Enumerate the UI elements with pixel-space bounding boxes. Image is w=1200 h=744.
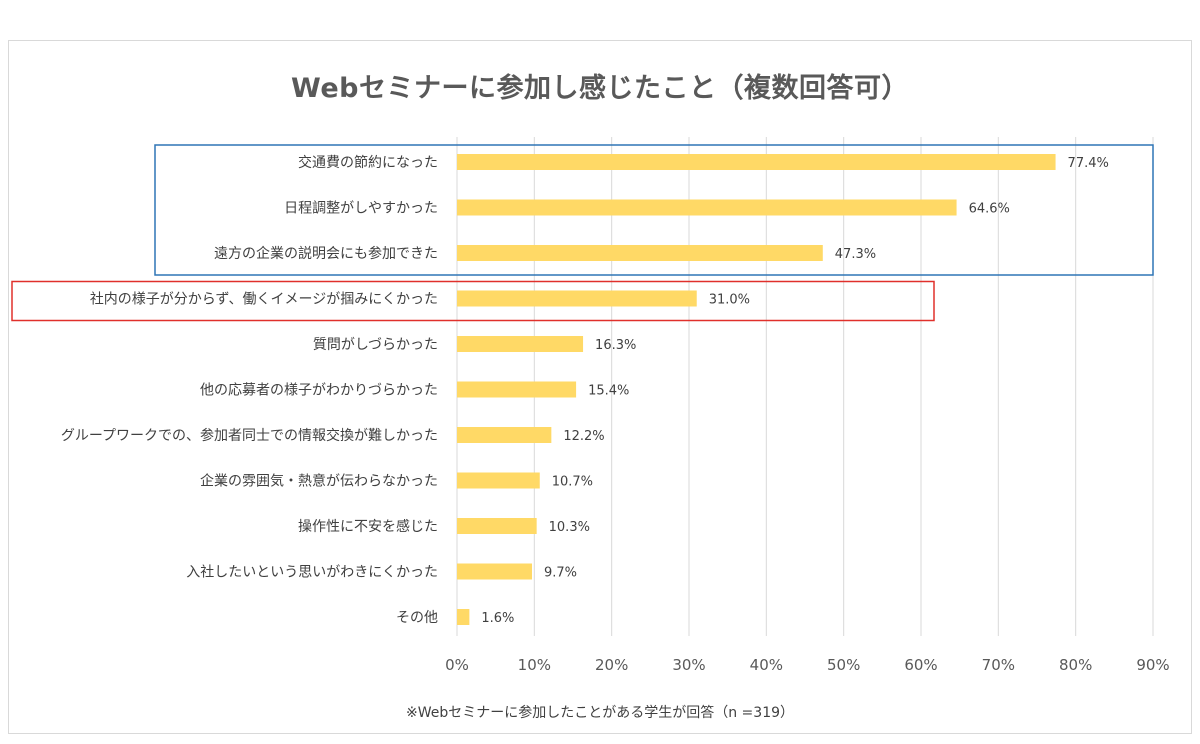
x-tick-label: 30% — [672, 656, 705, 674]
chart-frame — [8, 40, 1192, 734]
data-label: 77.4% — [1068, 156, 1109, 171]
x-tick-label: 10% — [518, 656, 551, 674]
category-label: 企業の雰囲気・熱意が伝わらなかった — [200, 473, 438, 490]
data-label: 10.3% — [549, 520, 590, 535]
bar — [457, 336, 584, 352]
category-label: 社内の様子が分からず、働くイメージが掴みにくかった — [90, 292, 438, 308]
bar — [457, 199, 957, 216]
bar — [457, 381, 577, 398]
x-tick-label: 60% — [904, 656, 937, 674]
bar — [457, 518, 537, 534]
category-label: 日程調整がしやすかった — [284, 201, 438, 217]
x-tick-label: 90% — [1136, 656, 1169, 674]
category-label: 入社したいという思いがわきにくかった — [186, 565, 438, 581]
x-tick-label: 80% — [1059, 656, 1092, 674]
data-label: 10.7% — [552, 475, 593, 490]
chart-footnote: ※Webセミナーに参加したことがある学生が回答（n =319） — [405, 705, 795, 721]
chart-title: Webセミナーに参加し感じたこと（複数回答可） — [291, 73, 909, 104]
data-label: 31.0% — [709, 293, 750, 308]
highlight-box — [154, 144, 1154, 276]
x-tick-label: 70% — [982, 656, 1015, 674]
highlight-box — [11, 280, 935, 322]
x-tick-label: 50% — [827, 656, 860, 674]
category-label: その他 — [396, 610, 438, 626]
data-label: 12.2% — [563, 429, 604, 444]
data-label: 64.6% — [969, 202, 1010, 217]
category-label: グループワークでの、参加者同士での情報交換が難しかった — [61, 427, 438, 444]
category-label: 質問がしづらかった — [313, 337, 438, 353]
category-label: 他の応募者の様子がわかりづらかった — [200, 383, 438, 399]
bar — [457, 245, 823, 261]
category-label: 交通費の節約になった — [298, 154, 438, 171]
x-tick-label: 0% — [445, 656, 469, 674]
x-tick-label: 40% — [750, 656, 783, 674]
bar — [457, 154, 1056, 170]
bar — [457, 563, 533, 580]
bar — [457, 472, 540, 489]
category-label: 操作性に不安を感じた — [298, 518, 438, 535]
data-label: 47.3% — [835, 247, 876, 262]
data-label: 15.4% — [588, 384, 629, 399]
bar — [457, 427, 552, 443]
bar — [457, 290, 697, 307]
bar — [457, 609, 470, 625]
data-label: 1.6% — [481, 611, 514, 626]
category-label: 遠方の企業の説明会にも参加できた — [214, 245, 438, 262]
data-label: 9.7% — [544, 566, 577, 581]
data-label: 16.3% — [595, 338, 636, 353]
x-tick-label: 20% — [595, 656, 628, 674]
